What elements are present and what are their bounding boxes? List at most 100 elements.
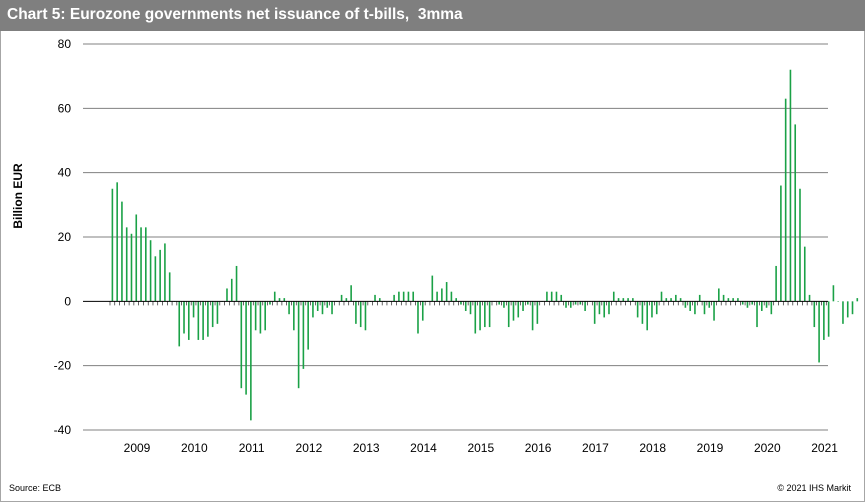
bar bbox=[183, 301, 185, 334]
bar bbox=[813, 301, 816, 328]
bar bbox=[584, 301, 586, 311]
bar bbox=[689, 301, 691, 311]
bar bbox=[178, 301, 181, 347]
bar bbox=[675, 294, 677, 302]
bar bbox=[803, 246, 806, 302]
bar bbox=[632, 298, 634, 302]
bar bbox=[393, 294, 395, 302]
bar bbox=[694, 301, 696, 315]
bar bbox=[718, 288, 720, 302]
bar bbox=[441, 288, 443, 302]
bar bbox=[207, 301, 209, 337]
bar bbox=[479, 301, 481, 331]
bar bbox=[226, 288, 228, 302]
bar bbox=[121, 201, 123, 302]
bar bbox=[665, 298, 668, 302]
x-tick-label: 2011 bbox=[239, 441, 265, 455]
bar bbox=[770, 301, 773, 315]
y-tick-label: 0 bbox=[64, 294, 71, 308]
bar bbox=[378, 298, 381, 302]
y-tick-label: 40 bbox=[58, 166, 72, 180]
bar bbox=[751, 301, 754, 305]
y-tick-label: 20 bbox=[58, 230, 72, 244]
bar bbox=[130, 233, 133, 302]
bar bbox=[460, 301, 462, 305]
x-tick-label: 2018 bbox=[639, 441, 666, 455]
bar bbox=[140, 227, 142, 302]
bar bbox=[455, 298, 457, 302]
bar bbox=[527, 301, 529, 305]
x-tick-label: 2013 bbox=[353, 441, 380, 455]
bar bbox=[264, 301, 266, 331]
bar bbox=[713, 301, 715, 321]
x-tick-label: 2019 bbox=[697, 441, 724, 455]
bar bbox=[622, 298, 625, 302]
bar bbox=[192, 301, 195, 318]
bar bbox=[546, 291, 548, 302]
bar bbox=[111, 188, 114, 302]
bar bbox=[297, 301, 300, 389]
y-tick-label: -20 bbox=[54, 359, 72, 373]
x-tick-label: 2014 bbox=[410, 441, 437, 455]
bar bbox=[149, 240, 152, 302]
bar bbox=[269, 301, 271, 305]
bar bbox=[608, 301, 610, 315]
bar bbox=[507, 301, 510, 328]
bar bbox=[741, 301, 744, 305]
bar bbox=[722, 294, 725, 302]
bar bbox=[254, 301, 257, 331]
gridlines bbox=[83, 43, 828, 431]
bar bbox=[159, 249, 161, 302]
bar bbox=[216, 301, 219, 324]
y-tick-label: -40 bbox=[54, 423, 72, 437]
bar bbox=[827, 301, 830, 337]
bar bbox=[780, 185, 782, 302]
bar bbox=[823, 301, 825, 340]
bar bbox=[240, 301, 243, 389]
bar bbox=[421, 301, 424, 321]
bar bbox=[168, 272, 171, 302]
bar bbox=[574, 301, 577, 305]
x-tick-label: 2016 bbox=[525, 441, 552, 455]
bar bbox=[488, 301, 491, 328]
bar bbox=[202, 301, 204, 340]
bar bbox=[550, 291, 553, 302]
bar bbox=[579, 301, 582, 305]
bar bbox=[727, 298, 730, 302]
x-tick-label: 2020 bbox=[754, 441, 781, 455]
bar bbox=[617, 298, 620, 302]
bar bbox=[612, 291, 615, 302]
bar bbox=[211, 301, 214, 328]
bar bbox=[164, 243, 166, 302]
bar bbox=[627, 298, 629, 302]
bar bbox=[402, 291, 405, 302]
source-note: Source: ECB bbox=[9, 483, 62, 493]
x-axis bbox=[83, 300, 828, 306]
x-tick-label: 2010 bbox=[181, 441, 208, 455]
bar bbox=[531, 301, 534, 331]
bar bbox=[555, 291, 558, 302]
bars bbox=[111, 69, 859, 421]
bar bbox=[283, 298, 286, 302]
bar bbox=[484, 301, 486, 328]
bar bbox=[837, 301, 839, 302]
bar bbox=[326, 301, 329, 308]
bar bbox=[464, 301, 467, 311]
x-axis-ticks: 2009 2010 2011 2012 2013 2014 2015 2016 2017 2018… bbox=[124, 441, 839, 455]
bar bbox=[646, 301, 648, 331]
bar bbox=[856, 298, 859, 302]
bar bbox=[670, 298, 672, 302]
bar bbox=[398, 291, 400, 302]
bar bbox=[436, 291, 438, 302]
bar bbox=[708, 301, 711, 308]
bar bbox=[517, 301, 520, 318]
bar bbox=[340, 294, 343, 302]
bar bbox=[364, 301, 367, 331]
bar bbox=[703, 301, 706, 315]
bar bbox=[293, 301, 295, 331]
bar bbox=[846, 301, 849, 318]
y-axis-ticks: -40 -20 0 20 40 60 80 bbox=[54, 37, 72, 437]
bar bbox=[655, 301, 658, 315]
bar bbox=[503, 301, 505, 308]
bar bbox=[565, 301, 567, 308]
